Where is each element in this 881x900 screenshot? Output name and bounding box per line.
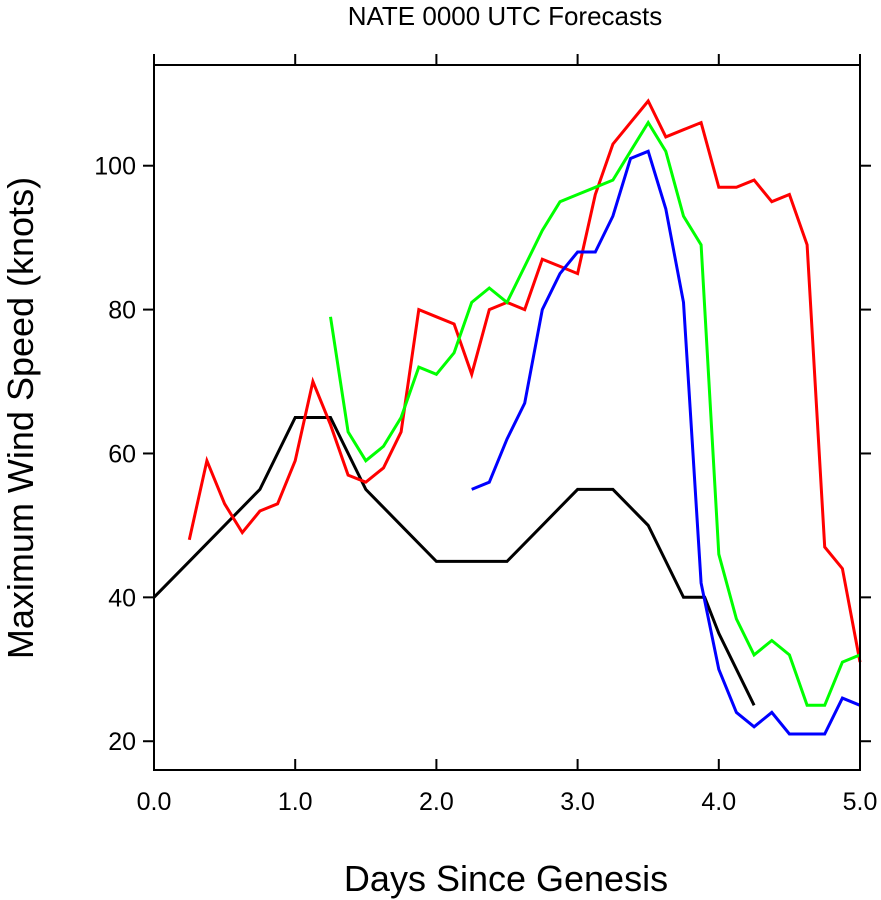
plot-frame: [153, 64, 861, 771]
series-line-3: [471, 149, 861, 736]
series-layer: [152, 98, 862, 736]
y-tick-label-0: 20: [108, 728, 136, 756]
x-axis-label: Days Since Genesis: [344, 858, 668, 899]
x-tick-label-3: 3.0: [560, 788, 595, 816]
x-tick-label-4: 4.0: [701, 788, 736, 816]
series-line-0: [152, 416, 756, 706]
y-tick-label-2: 60: [108, 440, 136, 468]
y-tick-label-3: 80: [108, 297, 136, 325]
x-tick-label-2: 2.0: [419, 788, 454, 816]
series-line-2: [329, 119, 861, 707]
y-tick-label-4: 100: [94, 153, 136, 181]
ticks-layer: 0.0 1.0 2.0 3.0 4.0 5.0 20 40 60 80 100: [94, 54, 877, 816]
x-tick-label-0: 0.0: [137, 788, 172, 816]
series-line-1: [187, 98, 862, 663]
y-tick-label-1: 40: [108, 584, 136, 612]
y-axis-label: Maximum Wind Speed (knots): [0, 177, 41, 659]
x-tick-label-1: 1.0: [278, 788, 313, 816]
x-tick-label-5: 5.0: [843, 788, 878, 816]
chart-title: NATE 0000 UTC Forecasts: [348, 1, 663, 31]
